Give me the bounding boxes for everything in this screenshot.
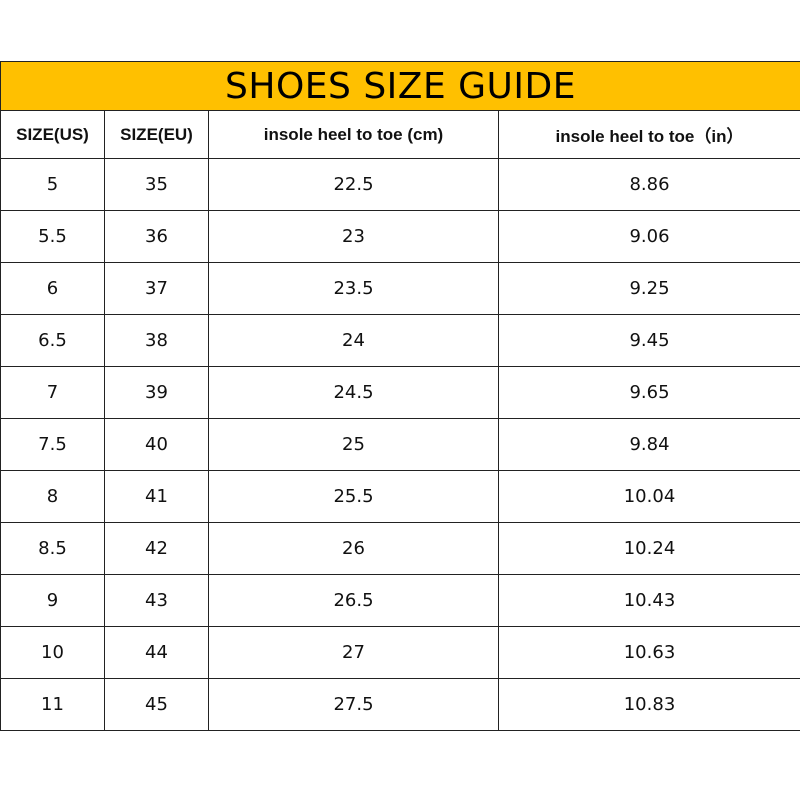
- cell-size-eu: 40: [104, 418, 209, 471]
- cell-insole-in: 10.43: [497, 574, 800, 627]
- cell-size-eu: 43: [104, 574, 209, 627]
- cell-size-eu: 36: [104, 210, 209, 263]
- cell-insole-cm: 24: [208, 314, 499, 367]
- table-row: 9 43 26.5 10.43: [0, 574, 800, 627]
- cell-insole-cm: 23: [208, 210, 499, 263]
- cell-size-eu: 37: [104, 262, 209, 315]
- cell-size-eu: 39: [104, 366, 209, 419]
- cell-insole-in: 9.65: [497, 366, 800, 419]
- cell-size-us: 7: [0, 366, 105, 419]
- cell-insole-cm: 23.5: [208, 262, 499, 315]
- cell-insole-in: 10.04: [497, 470, 800, 523]
- cell-size-us: 7.5: [0, 418, 105, 471]
- table-row: 6.5 38 24 9.45: [0, 314, 800, 367]
- cell-insole-in: 9.25: [497, 262, 800, 315]
- cell-insole-cm: 24.5: [208, 366, 499, 419]
- cell-size-us: 11: [0, 678, 105, 731]
- column-header-eu: SIZE(EU): [104, 110, 209, 159]
- table-row: 8.5 42 26 10.24: [0, 522, 800, 575]
- cell-insole-in: 10.24: [497, 522, 800, 575]
- cell-insole-in: 9.84: [497, 418, 800, 471]
- header-row: SIZE(US) SIZE(EU) insole heel to toe (cm…: [0, 110, 800, 159]
- cell-size-us: 6.5: [0, 314, 105, 367]
- table-row: 11 45 27.5 10.83: [0, 678, 800, 731]
- cell-insole-cm: 27.5: [208, 678, 499, 731]
- cell-size-eu: 35: [104, 158, 209, 211]
- size-table: SHOES SIZE GUIDE SIZE(US) SIZE(EU) insol…: [0, 61, 800, 731]
- cell-size-eu: 41: [104, 470, 209, 523]
- cell-size-us: 10: [0, 626, 105, 679]
- cell-insole-cm: 25.5: [208, 470, 499, 523]
- cell-insole-cm: 27: [208, 626, 499, 679]
- cell-size-us: 8.5: [0, 522, 105, 575]
- column-header-cm: insole heel to toe (cm): [208, 110, 499, 159]
- cell-size-eu: 45: [104, 678, 209, 731]
- cell-insole-in: 10.63: [497, 626, 800, 679]
- cell-size-eu: 42: [104, 522, 209, 575]
- cell-size-eu: 44: [104, 626, 209, 679]
- table-row: 6 37 23.5 9.25: [0, 262, 800, 315]
- column-header-in: insole heel to toe（in）: [497, 110, 800, 159]
- table-row: 7 39 24.5 9.65: [0, 366, 800, 419]
- cell-insole-cm: 25: [208, 418, 499, 471]
- cell-size-us: 8: [0, 470, 105, 523]
- cell-insole-in: 8.86: [497, 158, 800, 211]
- cell-insole-cm: 22.5: [208, 158, 499, 211]
- table-row: 7.5 40 25 9.84: [0, 418, 800, 471]
- column-header-us: SIZE(US): [0, 110, 105, 159]
- table-row: 10 44 27 10.63: [0, 626, 800, 679]
- cell-size-us: 9: [0, 574, 105, 627]
- cell-size-us: 5.5: [0, 210, 105, 263]
- cell-insole-cm: 26: [208, 522, 499, 575]
- table-row: 8 41 25.5 10.04: [0, 470, 800, 523]
- cell-insole-in: 10.83: [497, 678, 800, 731]
- table-row: 5.5 36 23 9.06: [0, 210, 800, 263]
- table-title: SHOES SIZE GUIDE: [0, 61, 800, 111]
- cell-size-us: 6: [0, 262, 105, 315]
- size-guide: SHOES SIZE GUIDE SIZE(US) SIZE(EU) insol…: [0, 61, 800, 731]
- table-row: 5 35 22.5 8.86: [0, 158, 800, 211]
- cell-insole-in: 9.06: [497, 210, 800, 263]
- cell-insole-cm: 26.5: [208, 574, 499, 627]
- cell-size-eu: 38: [104, 314, 209, 367]
- cell-size-us: 5: [0, 158, 105, 211]
- cell-insole-in: 9.45: [497, 314, 800, 367]
